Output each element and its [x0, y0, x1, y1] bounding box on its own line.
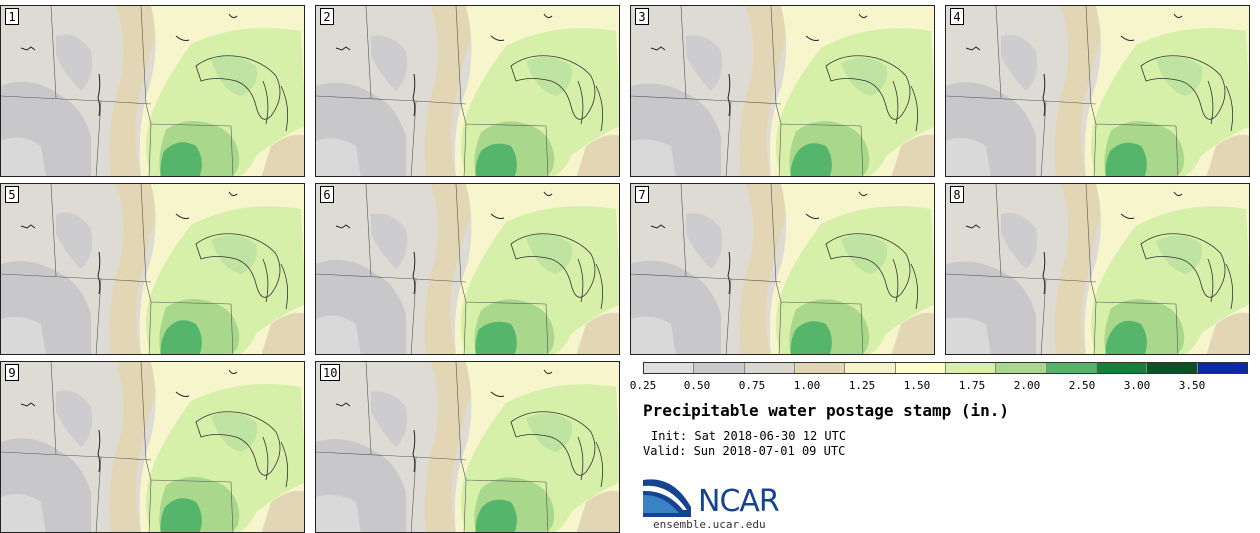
member-label: 1 — [5, 8, 19, 25]
init-time: Init: Sat 2018-06-30 12 UTC — [651, 429, 847, 443]
colorbar-swatch — [744, 363, 795, 373]
ncar-logo-icon — [643, 479, 691, 517]
member-panel-9: 9 — [0, 361, 305, 533]
pwat-map — [946, 6, 1249, 176]
colorbar-tick: 3.50 — [1178, 379, 1206, 392]
colorbar-swatch — [1197, 363, 1247, 373]
pwat-map — [946, 184, 1249, 354]
colorbar-tick: 2.50 — [1068, 379, 1096, 392]
pwat-map — [631, 6, 934, 176]
member-panel-3: 3 — [630, 5, 935, 177]
member-label: 10 — [320, 364, 341, 381]
colorbar-swatch — [694, 363, 745, 373]
colorbar-tick: 0.75 — [738, 379, 766, 392]
member-panel-2: 2 — [315, 5, 620, 177]
colorbar-swatch — [1147, 363, 1198, 373]
pwat-map — [631, 184, 934, 354]
member-label: 2 — [320, 8, 334, 25]
colorbar-swatch — [845, 363, 896, 373]
plot-title: Precipitable water postage stamp (in.) — [643, 401, 1010, 420]
pwat-map — [316, 184, 619, 354]
colorbar-tick: 2.00 — [1013, 379, 1041, 392]
colorbar — [643, 362, 1248, 374]
colorbar-tick: 1.75 — [958, 379, 986, 392]
colorbar-tick: 0.50 — [683, 379, 711, 392]
colorbar-swatch — [895, 363, 946, 373]
member-label: 8 — [950, 186, 964, 203]
valid-time: Valid: Sun 2018-07-01 09 UTC — [643, 444, 846, 458]
pwat-map — [1, 6, 304, 176]
ncar-logo-text: NCAR — [698, 484, 780, 519]
colorbar-tick: 3.00 — [1123, 379, 1151, 392]
pwat-map — [316, 6, 619, 176]
pwat-map — [1, 184, 304, 354]
colorbar-swatch — [1046, 363, 1097, 373]
member-panel-8: 8 — [945, 183, 1250, 355]
colorbar-swatch — [1096, 363, 1148, 373]
member-label: 4 — [950, 8, 964, 25]
member-panel-5: 5 — [0, 183, 305, 355]
colorbar-swatch — [794, 363, 846, 373]
colorbar-tick: 1.25 — [848, 379, 876, 392]
pwat-map — [1, 362, 304, 532]
member-label: 9 — [5, 364, 19, 381]
member-panel-1: 1 — [0, 5, 305, 177]
member-label: 5 — [5, 186, 19, 203]
colorbar-swatch — [945, 363, 997, 373]
ncar-url: ensemble.ucar.edu — [653, 518, 766, 531]
member-label: 7 — [635, 186, 649, 203]
member-label: 3 — [635, 8, 649, 25]
colorbar-tick: 0.25 — [629, 379, 657, 392]
member-panel-10: 10 — [315, 361, 620, 533]
pwat-map — [316, 362, 619, 532]
member-panel-6: 6 — [315, 183, 620, 355]
member-label: 6 — [320, 186, 334, 203]
colorbar-swatch — [996, 363, 1047, 373]
colorbar-tick: 1.50 — [903, 379, 931, 392]
member-panel-7: 7 — [630, 183, 935, 355]
member-panel-4: 4 — [945, 5, 1250, 177]
colorbar-swatch — [644, 363, 695, 373]
colorbar-tick: 1.00 — [793, 379, 821, 392]
